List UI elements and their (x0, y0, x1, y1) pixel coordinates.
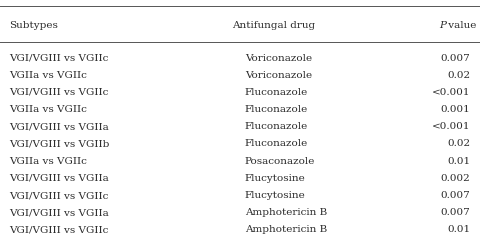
Text: Amphotericin B: Amphotericin B (245, 225, 327, 234)
Text: 0.007: 0.007 (441, 191, 470, 200)
Text: VGIIa vs VGIIc: VGIIa vs VGIIc (10, 157, 87, 166)
Text: 0.001: 0.001 (441, 105, 470, 114)
Text: VGI/VGIII vs VGIIa: VGI/VGIII vs VGIIa (10, 122, 109, 131)
Text: 0.002: 0.002 (441, 174, 470, 183)
Text: Flucytosine: Flucytosine (245, 191, 306, 200)
Text: Voriconazole: Voriconazole (245, 71, 312, 80)
Text: VGI/VGIII vs VGIIb: VGI/VGIII vs VGIIb (10, 139, 110, 149)
Text: <0.001: <0.001 (432, 122, 470, 131)
Text: Fluconazole: Fluconazole (245, 105, 308, 114)
Text: VGI/VGIII vs VGIIc: VGI/VGIII vs VGIIc (10, 88, 109, 97)
Text: VGI/VGIII vs VGIIa: VGI/VGIII vs VGIIa (10, 208, 109, 217)
Text: P: P (439, 21, 446, 30)
Text: VGI/VGIII vs VGIIc: VGI/VGIII vs VGIIc (10, 191, 109, 200)
Text: <0.001: <0.001 (432, 88, 470, 97)
Text: Fluconazole: Fluconazole (245, 122, 308, 131)
Text: Fluconazole: Fluconazole (245, 139, 308, 149)
Text: 0.02: 0.02 (447, 139, 470, 149)
Text: 0.01: 0.01 (447, 225, 470, 234)
Text: VGIIa vs VGIIc: VGIIa vs VGIIc (10, 71, 87, 80)
Text: Antifungal drug: Antifungal drug (232, 21, 315, 30)
Text: Flucytosine: Flucytosine (245, 174, 306, 183)
Text: Fluconazole: Fluconazole (245, 88, 308, 97)
Text: Voriconazole: Voriconazole (245, 53, 312, 63)
Text: 0.007: 0.007 (441, 208, 470, 217)
Text: Subtypes: Subtypes (10, 21, 59, 30)
Text: value: value (445, 21, 477, 30)
Text: 0.02: 0.02 (447, 71, 470, 80)
Text: Posaconazole: Posaconazole (245, 157, 315, 166)
Text: VGI/VGIII vs VGIIa: VGI/VGIII vs VGIIa (10, 174, 109, 183)
Text: VGI/VGIII vs VGIIc: VGI/VGIII vs VGIIc (10, 225, 109, 234)
Text: Amphotericin B: Amphotericin B (245, 208, 327, 217)
Text: VGI/VGIII vs VGIIc: VGI/VGIII vs VGIIc (10, 53, 109, 63)
Text: 0.01: 0.01 (447, 157, 470, 166)
Text: 0.007: 0.007 (441, 53, 470, 63)
Text: VGIIa vs VGIIc: VGIIa vs VGIIc (10, 105, 87, 114)
